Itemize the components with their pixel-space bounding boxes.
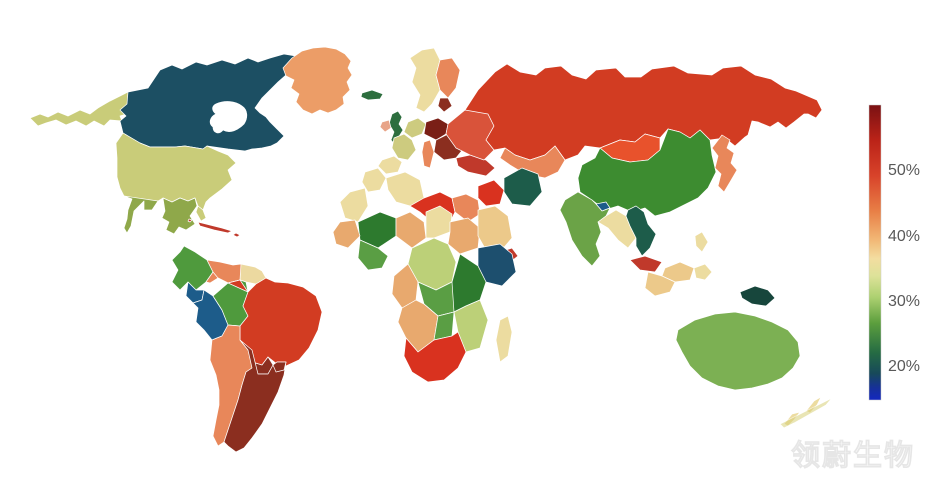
svg-text:40%: 40% — [888, 228, 920, 245]
svg-text:30%: 30% — [888, 293, 920, 310]
svg-text:50%: 50% — [888, 162, 920, 179]
svg-text:20%: 20% — [888, 358, 920, 375]
